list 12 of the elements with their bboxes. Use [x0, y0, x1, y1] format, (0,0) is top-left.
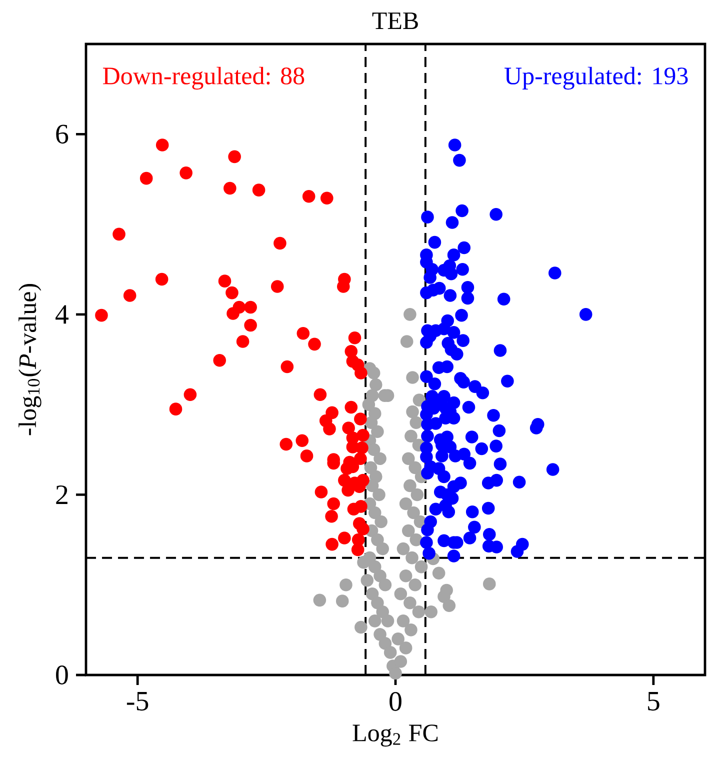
x-tick-label: 0: [390, 692, 402, 711]
y-tick-label: 2: [56, 485, 68, 504]
y-tick-label: 4: [56, 305, 69, 324]
y-tick-label: 0: [56, 666, 68, 684]
y-tick-label: 6: [56, 124, 68, 144]
text: Up-regulated: 193: [504, 66, 688, 90]
chart-title: TEB: [372, 12, 418, 30]
x-tick-label: -5: [126, 692, 148, 711]
y-axis-title: -log$_{10}$(P-value): [18, 284, 42, 436]
x-tick-label: 5: [648, 692, 660, 711]
text: Down-regulated: 88: [103, 66, 304, 90]
x-axis-title: Log$_{2}$ FC: [352, 724, 438, 747]
